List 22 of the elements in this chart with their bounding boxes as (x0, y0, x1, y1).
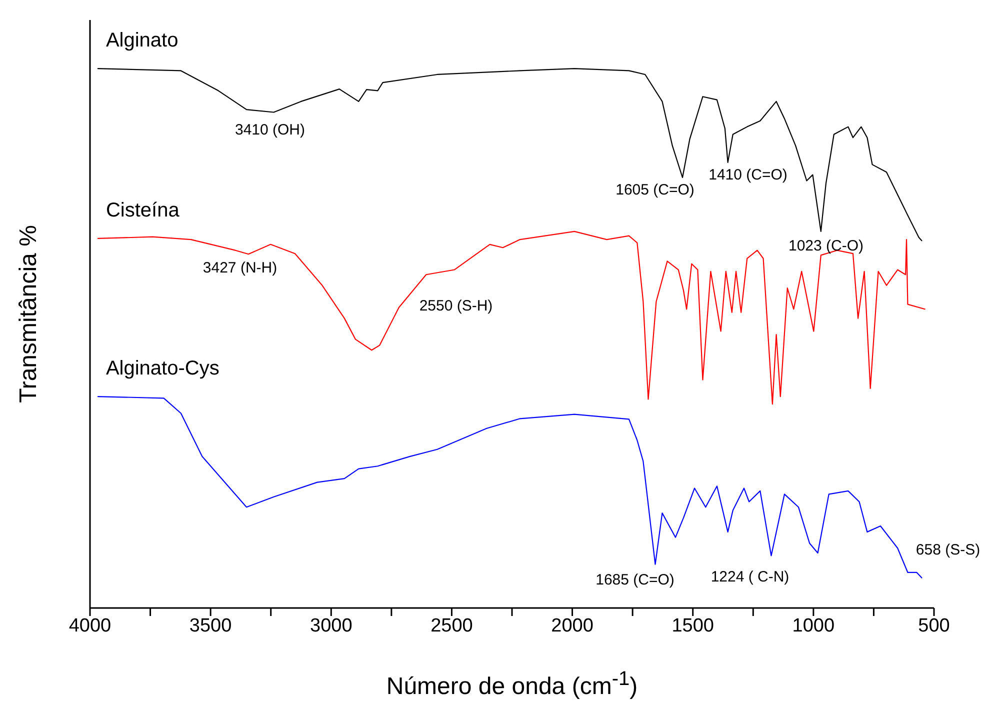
annotation: 1410 (C=O) (708, 166, 788, 184)
x-tick-label: 3500 (189, 615, 232, 636)
annotation: 1605 (C=O) (616, 182, 694, 198)
x-tick-label: 2500 (430, 615, 473, 636)
x-axis-title: Número de onda (cm$^{-1}$) (385, 668, 639, 701)
annotation: 1685 (C=O) (596, 572, 674, 588)
series-label: Cisteína (106, 199, 180, 222)
x-tick-label: 1500 (672, 615, 714, 636)
x-tick-label: 4000 (68, 615, 112, 636)
annotation: 1023 (C-O) (788, 238, 864, 254)
annotation: 658 (S-S) (916, 542, 980, 558)
annotation: 3427 (N-H) (202, 260, 278, 276)
x-tick-label: 2000 (551, 615, 594, 636)
annotation: 1224 ( C-N) (710, 568, 790, 586)
series-label: Alginato-Cys (106, 358, 220, 380)
x-tick-label: 500 (918, 615, 950, 636)
x-tick-label: 1000 (792, 615, 835, 636)
series-label: Alginato (106, 30, 178, 52)
y-axis-title: Transmitância % (15, 224, 43, 405)
x-tick-label: 3000 (310, 615, 352, 636)
annotation: 3410 (OH) (234, 122, 306, 138)
annotation: 2550 (S-H) (419, 298, 493, 314)
